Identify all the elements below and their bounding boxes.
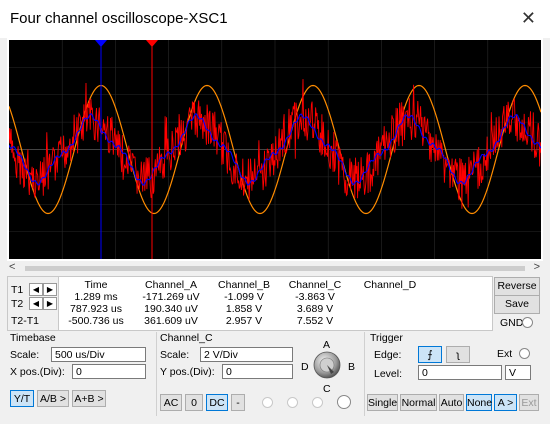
mode-yt-button[interactable]: Y/T <box>10 390 34 407</box>
t2-channel-a: 190.340 uV <box>144 303 198 315</box>
timebase-title: Timebase <box>10 332 56 344</box>
row-label-t2: T2 <box>11 298 24 310</box>
scope-display[interactable] <box>8 40 542 259</box>
trigger-ext-button[interactable]: Ext <box>519 394 539 411</box>
knob-label-d: D <box>301 361 309 373</box>
t2-channel-d <box>354 303 426 315</box>
gnd-radio[interactable] <box>522 317 533 328</box>
t2-t1-channel-b: 2.957 V <box>225 315 263 327</box>
cursor-readout-panel: T1 ◀ ▶ T2 ◀ ▶ T2-T1 Time 1.289 ms 787.92… <box>7 276 493 331</box>
close-icon[interactable]: ✕ <box>520 8 536 28</box>
window-title: Four channel oscilloscope-XSC1 <box>10 10 228 27</box>
t1-channel-c: -3.863 V <box>295 291 335 303</box>
scroll-right-icon[interactable]: > <box>533 261 540 273</box>
row-label-t1: T1 <box>11 284 24 296</box>
gnd-label: GND <box>500 317 524 329</box>
ext-trigger-radio[interactable] <box>519 348 530 359</box>
xpos-field[interactable]: 0 <box>72 364 146 379</box>
cursor-t2-handle <box>146 40 158 47</box>
t2-right-arrow-icon[interactable]: ▶ <box>43 297 57 310</box>
ypos-field[interactable]: 0 <box>222 364 293 379</box>
probe-radio-3[interactable] <box>312 397 323 408</box>
mode-apb-button[interactable]: A+B > <box>72 390 106 407</box>
edge-rising-icon[interactable]: ⨍ <box>418 346 442 363</box>
scroll-left-icon[interactable]: < <box>9 261 16 273</box>
t2-t1-channel-c: 7.552 V <box>296 315 334 327</box>
ypos-label: Y pos.(Div): <box>160 366 215 378</box>
channel-b-column: Channel_B -1.099 V 1.858 V 2.957 V <box>210 279 278 327</box>
t2-left-arrow-icon[interactable]: ◀ <box>29 297 43 310</box>
knob-label-b: B <box>348 361 356 373</box>
coupling-minus-button[interactable]: - <box>231 394 245 411</box>
level-unit-field[interactable]: V <box>505 365 531 380</box>
scope-graph <box>8 40 542 259</box>
xpos-label: X pos.(Div): <box>10 366 65 378</box>
trigger-normal-button[interactable]: Normal <box>400 394 437 411</box>
t2-t1-time: -500.736 us <box>68 315 124 327</box>
channel-scale-field[interactable]: 2 V/Div <box>200 347 293 362</box>
t1-time: 1.289 ms <box>74 291 118 303</box>
t1-right-arrow-icon[interactable]: ▶ <box>43 283 57 296</box>
t1-channel-a: -171.269 uV <box>142 291 200 303</box>
save-button[interactable]: Save <box>494 295 540 314</box>
probe-radio-1[interactable] <box>262 397 273 408</box>
coupling-ac-button[interactable]: AC <box>160 394 182 411</box>
coupling-zero-button[interactable]: 0 <box>185 394 203 411</box>
timebase-scale-label: Scale: <box>10 349 40 361</box>
channel-a-column: Channel_A -171.269 uV 190.340 uV 361.609… <box>134 279 208 327</box>
header-time: Time <box>84 279 108 291</box>
trigger-single-button[interactable]: Single <box>367 394 398 411</box>
trigger-auto-button[interactable]: Auto <box>439 394 464 411</box>
t2-channel-c: 3.689 V <box>296 303 334 315</box>
readout-row-labels: T1 ◀ ▶ T2 ◀ ▶ T2-T1 <box>8 277 59 330</box>
knob-label-c: C <box>323 383 331 395</box>
scroll-thumb[interactable] <box>25 266 525 271</box>
mode-ab-button[interactable]: A/B > <box>37 390 69 407</box>
trace-channel-a <box>8 79 542 209</box>
divider-2 <box>364 332 365 416</box>
timebase-scale-field[interactable]: 500 us/Div <box>51 347 146 362</box>
knob-label-a: A <box>323 339 331 351</box>
title-bar: Four channel oscilloscope-XSC1 ✕ <box>0 0 550 38</box>
channel-scale-label: Scale: <box>160 349 190 361</box>
trigger-none-button[interactable]: None <box>466 394 492 411</box>
t1-channel-d <box>354 291 426 303</box>
ext-label: Ext <box>497 348 513 360</box>
time-column: Time 1.289 ms 787.923 us -500.736 us <box>60 279 132 327</box>
probe-radio-4[interactable] <box>337 395 351 409</box>
row-label-t2-t1: T2-T1 <box>11 315 40 327</box>
header-channel-b: Channel_B <box>218 279 270 291</box>
level-label: Level: <box>374 368 403 380</box>
scope-frame <box>7 38 543 261</box>
coupling-dc-button[interactable]: DC <box>206 394 228 411</box>
t2-t1-channel-a: 361.609 uV <box>144 315 198 327</box>
t1-channel-b: -1.099 V <box>224 291 264 303</box>
channel-title: Channel_C <box>160 332 213 344</box>
t2-channel-b: 1.858 V <box>225 303 263 315</box>
level-field[interactable]: 0 <box>418 365 502 380</box>
header-channel-c: Channel_C <box>288 279 342 291</box>
scope-scrollbar[interactable]: < > <box>7 261 543 274</box>
channel-selector-knob-icon[interactable] <box>312 350 342 380</box>
edge-label: Edge: <box>374 349 402 361</box>
cursor-t1-handle <box>95 40 107 47</box>
divider-1 <box>156 332 157 416</box>
probe-radio-2[interactable] <box>287 397 298 408</box>
edge-falling-icon[interactable]: ʅ <box>446 346 470 363</box>
t2-time: 787.923 us <box>70 303 122 315</box>
trace-channel-b <box>8 112 542 186</box>
channel-c-column: Channel_C -3.863 V 3.689 V 7.552 V <box>280 279 350 327</box>
t1-left-arrow-icon[interactable]: ◀ <box>29 283 43 296</box>
header-channel-d: Channel_D <box>363 279 417 291</box>
header-channel-a: Channel_A <box>145 279 197 291</box>
reverse-button[interactable]: Reverse <box>494 277 540 296</box>
trigger-source-button[interactable]: A > <box>494 394 517 411</box>
t2-t1-channel-d <box>354 315 426 327</box>
channel-d-column: Channel_D <box>354 279 426 327</box>
trigger-title: Trigger <box>370 332 403 344</box>
